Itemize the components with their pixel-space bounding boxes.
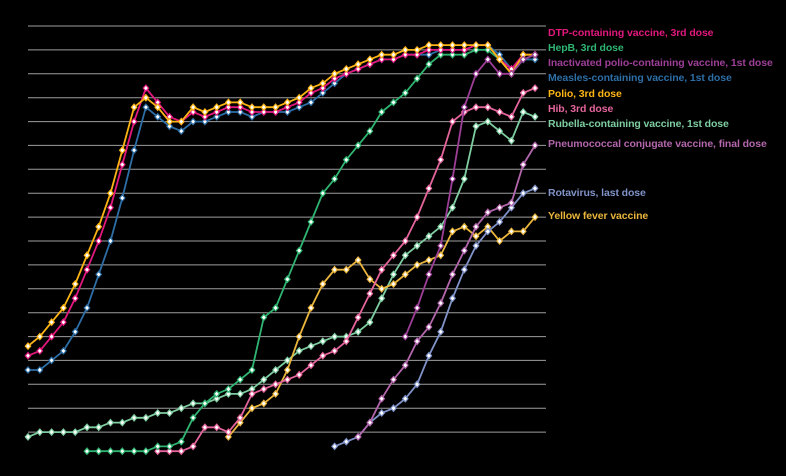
series-pol3 bbox=[24, 41, 539, 351]
series-rcv1 bbox=[24, 107, 539, 441]
series-line-mcv1 bbox=[28, 44, 535, 371]
series-markers-mcv1 bbox=[24, 41, 539, 375]
series-markers-hib3 bbox=[154, 84, 539, 456]
series-mcv1 bbox=[24, 41, 539, 375]
series-markers-ipv1 bbox=[401, 50, 539, 341]
series-line-ipv1 bbox=[404, 53, 536, 337]
series-line-rota bbox=[334, 187, 536, 448]
series-markers-yfv bbox=[224, 213, 539, 441]
series-rota bbox=[331, 184, 539, 451]
series-markers-rcv1 bbox=[24, 107, 539, 441]
series-ipv1 bbox=[401, 50, 539, 341]
series-pcv bbox=[354, 141, 539, 441]
series-line-rcv1 bbox=[27, 111, 536, 438]
series-line-dtp3 bbox=[27, 44, 535, 357]
series-markers-rota bbox=[331, 184, 539, 451]
series-line-pol3 bbox=[27, 44, 535, 347]
series-markers-pcv bbox=[354, 141, 539, 441]
series-yfv bbox=[224, 213, 539, 441]
series-line-pcv bbox=[357, 144, 536, 438]
series-dtp3 bbox=[24, 41, 539, 360]
series-hepb3 bbox=[83, 45, 539, 456]
series-markers-hepb3 bbox=[83, 45, 539, 456]
series-markers-dtp3 bbox=[24, 41, 539, 360]
series-hib3 bbox=[154, 84, 539, 456]
series-line-yfv bbox=[227, 216, 536, 438]
series-markers-pol3 bbox=[24, 41, 539, 351]
